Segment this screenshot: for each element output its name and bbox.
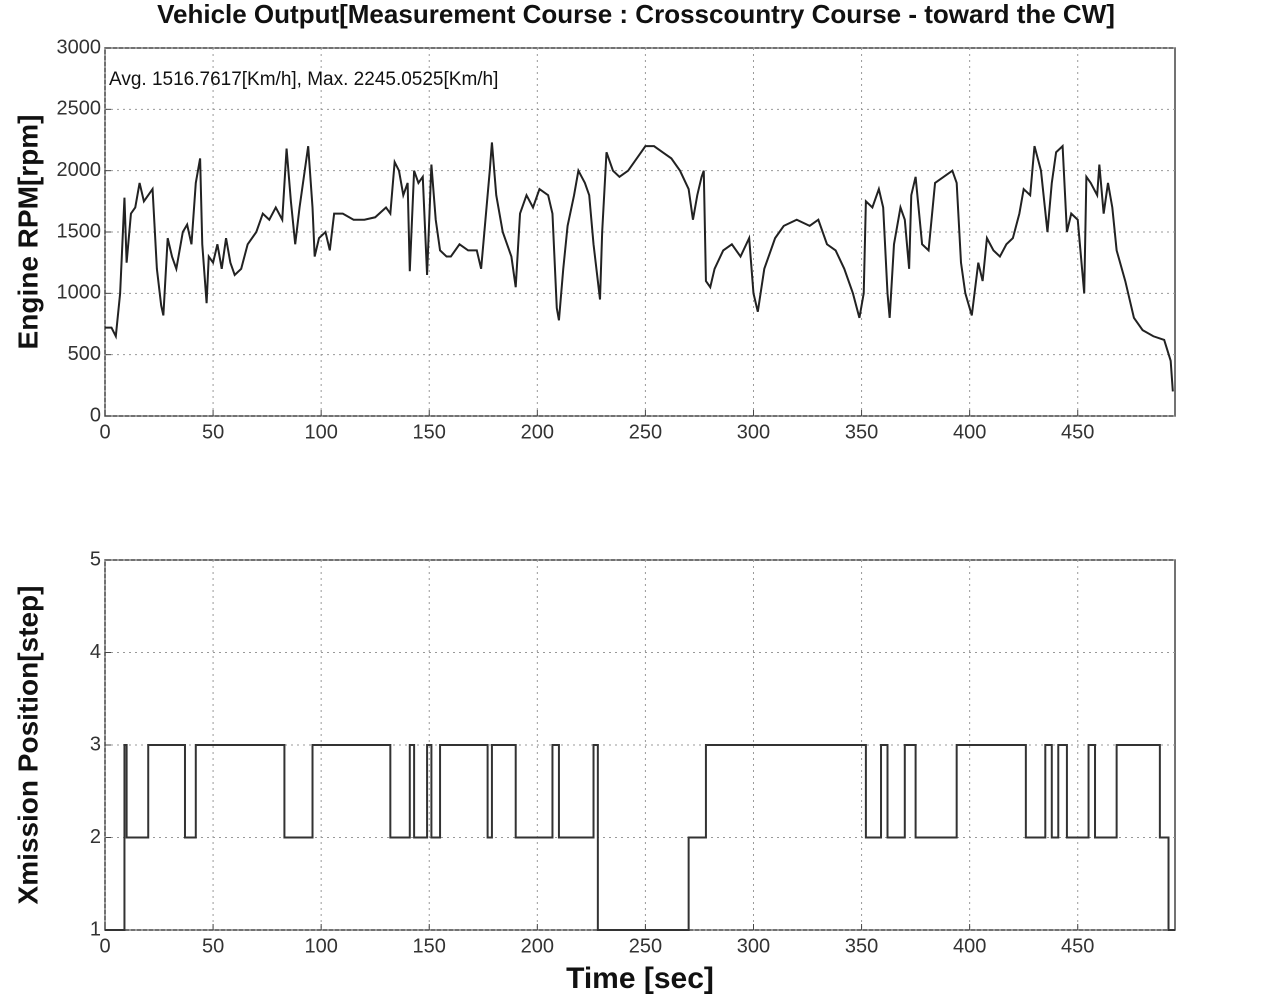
y-tick-label: 1000 xyxy=(57,282,102,304)
x-tick-label: 50 xyxy=(202,421,224,443)
x-tick-label: 200 xyxy=(521,935,554,957)
x-tick-label: 450 xyxy=(1061,421,1094,443)
x-tick-label: 350 xyxy=(845,421,878,443)
x-tick-label: 250 xyxy=(629,421,662,443)
y-tick-label: 4 xyxy=(90,641,101,663)
y-axis-label: Engine RPM[rpm] xyxy=(12,115,43,350)
y-tick-label: 3000 xyxy=(57,36,102,58)
x-tick-label: 150 xyxy=(413,935,446,957)
y-tick-label: 2000 xyxy=(57,159,102,181)
data-line xyxy=(105,744,1175,931)
x-tick-label: 400 xyxy=(953,421,986,443)
x-tick-label: 200 xyxy=(521,421,554,443)
x-tick-label: 450 xyxy=(1061,935,1094,957)
x-tick-label: 100 xyxy=(304,421,337,443)
x-tick-label: 350 xyxy=(845,935,878,957)
chart-title: Vehicle Output[Measurement Course : Cros… xyxy=(157,0,1115,29)
y-tick-label: 500 xyxy=(68,343,101,365)
x-tick-label: 150 xyxy=(413,421,446,443)
y-axis-label: Xmission Position[step] xyxy=(12,586,43,905)
y-tick-label: 3 xyxy=(90,733,101,755)
x-tick-label: 250 xyxy=(629,935,662,957)
x-tick-label: 400 xyxy=(953,935,986,957)
y-tick-label: 2 xyxy=(90,826,101,848)
x-tick-label: 100 xyxy=(304,935,337,957)
data-line xyxy=(105,142,1174,392)
x-tick-label: 50 xyxy=(202,935,224,957)
annotation: Avg. 1516.7617[Km/h], Max. 2245.0525[Km/… xyxy=(109,69,498,90)
x-tick-label: 0 xyxy=(99,421,110,443)
x-tick-label: 300 xyxy=(737,935,770,957)
y-tick-label: 5 xyxy=(90,548,101,570)
x-tick-label: 0 xyxy=(99,935,110,957)
y-tick-label: 1 xyxy=(90,918,101,940)
y-tick-label: 1500 xyxy=(57,220,102,242)
y-tick-label: 2500 xyxy=(57,98,102,120)
x-axis-label: Time [sec] xyxy=(566,962,714,995)
y-tick-label: 0 xyxy=(90,404,101,426)
x-tick-label: 300 xyxy=(737,421,770,443)
